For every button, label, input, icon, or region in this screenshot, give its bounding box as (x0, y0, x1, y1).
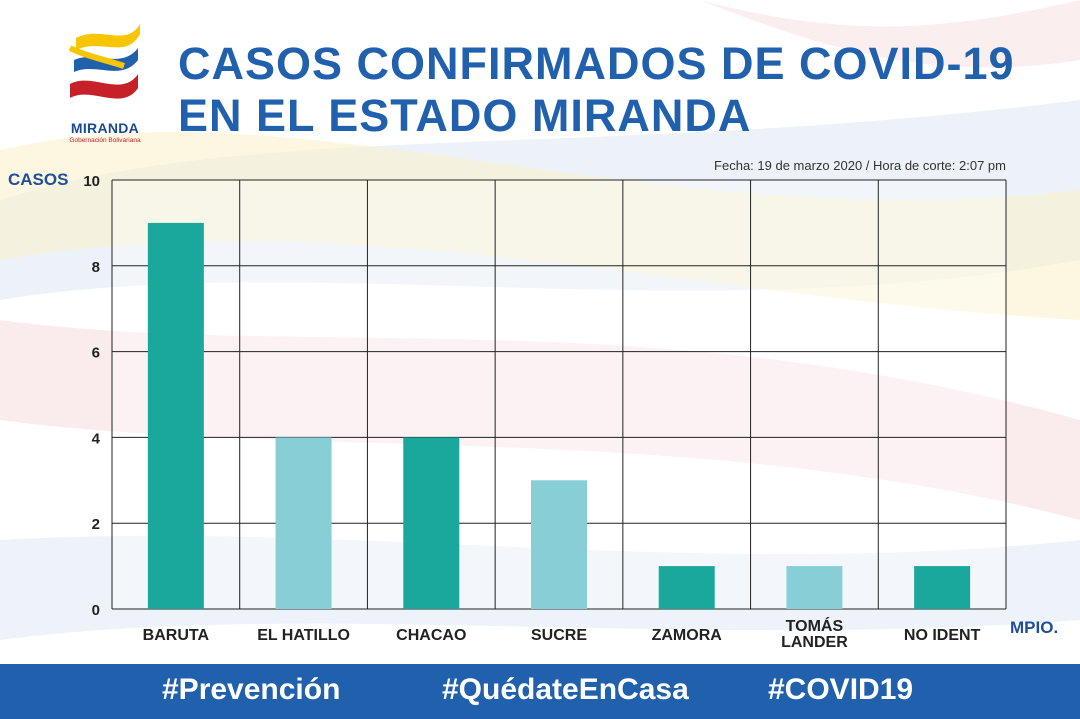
y-axis-label: CASOS (8, 170, 69, 189)
x-tick-label: LANDER (781, 634, 848, 651)
bar (658, 566, 715, 609)
miranda-logo: MIRANDA Gobernación Bolivariana (60, 20, 150, 150)
hashtag-covid19: #COVID19 (768, 673, 914, 706)
y-tick-label: 8 (92, 259, 100, 276)
y-tick-label: 4 (92, 430, 101, 447)
y-tick-label: 2 (92, 516, 100, 533)
bar (531, 480, 587, 609)
logo-name: MIRANDA (70, 120, 140, 136)
date-line: Fecha: 19 de marzo 2020 / Hora de corte:… (714, 158, 1006, 173)
x-tick-label: NO IDENT (904, 627, 981, 644)
page-title: CASOS CONFIRMADOS DE COVID-19 EN EL ESTA… (178, 38, 1058, 142)
bar (403, 437, 460, 609)
title-line-2: EN EL ESTADO MIRANDA (178, 90, 752, 141)
x-tick-label: BARUTA (143, 627, 210, 644)
x-tick-label: EL HATILLO (257, 627, 350, 644)
x-tick-label: SUCRE (531, 627, 587, 644)
x-axis-label: MPIO. (1010, 618, 1059, 637)
y-tick-label: 0 (92, 602, 100, 619)
flag-ribbon-icon (68, 24, 140, 99)
footer-bar: #Prevención #QuédateEnCasa #COVID19 (0, 664, 1080, 719)
bar (275, 437, 332, 609)
hashtag-quedate-en-casa: #QuédateEnCasa (442, 673, 689, 706)
y-tick-label: 10 (83, 173, 100, 190)
x-tick-label: TOMÁS (786, 616, 844, 635)
bar (914, 566, 971, 609)
logo-subtitle: Gobernación Bolivariana (69, 137, 141, 144)
y-tick-label: 6 (92, 345, 100, 362)
x-tick-label: CHACAO (396, 627, 466, 644)
x-tick-label: ZAMORA (652, 627, 723, 644)
bar (786, 566, 843, 609)
hashtag-prevencion: #Prevención (162, 673, 341, 706)
bar (147, 222, 204, 609)
title-line-1: CASOS CONFIRMADOS DE COVID-19 (178, 38, 1015, 89)
